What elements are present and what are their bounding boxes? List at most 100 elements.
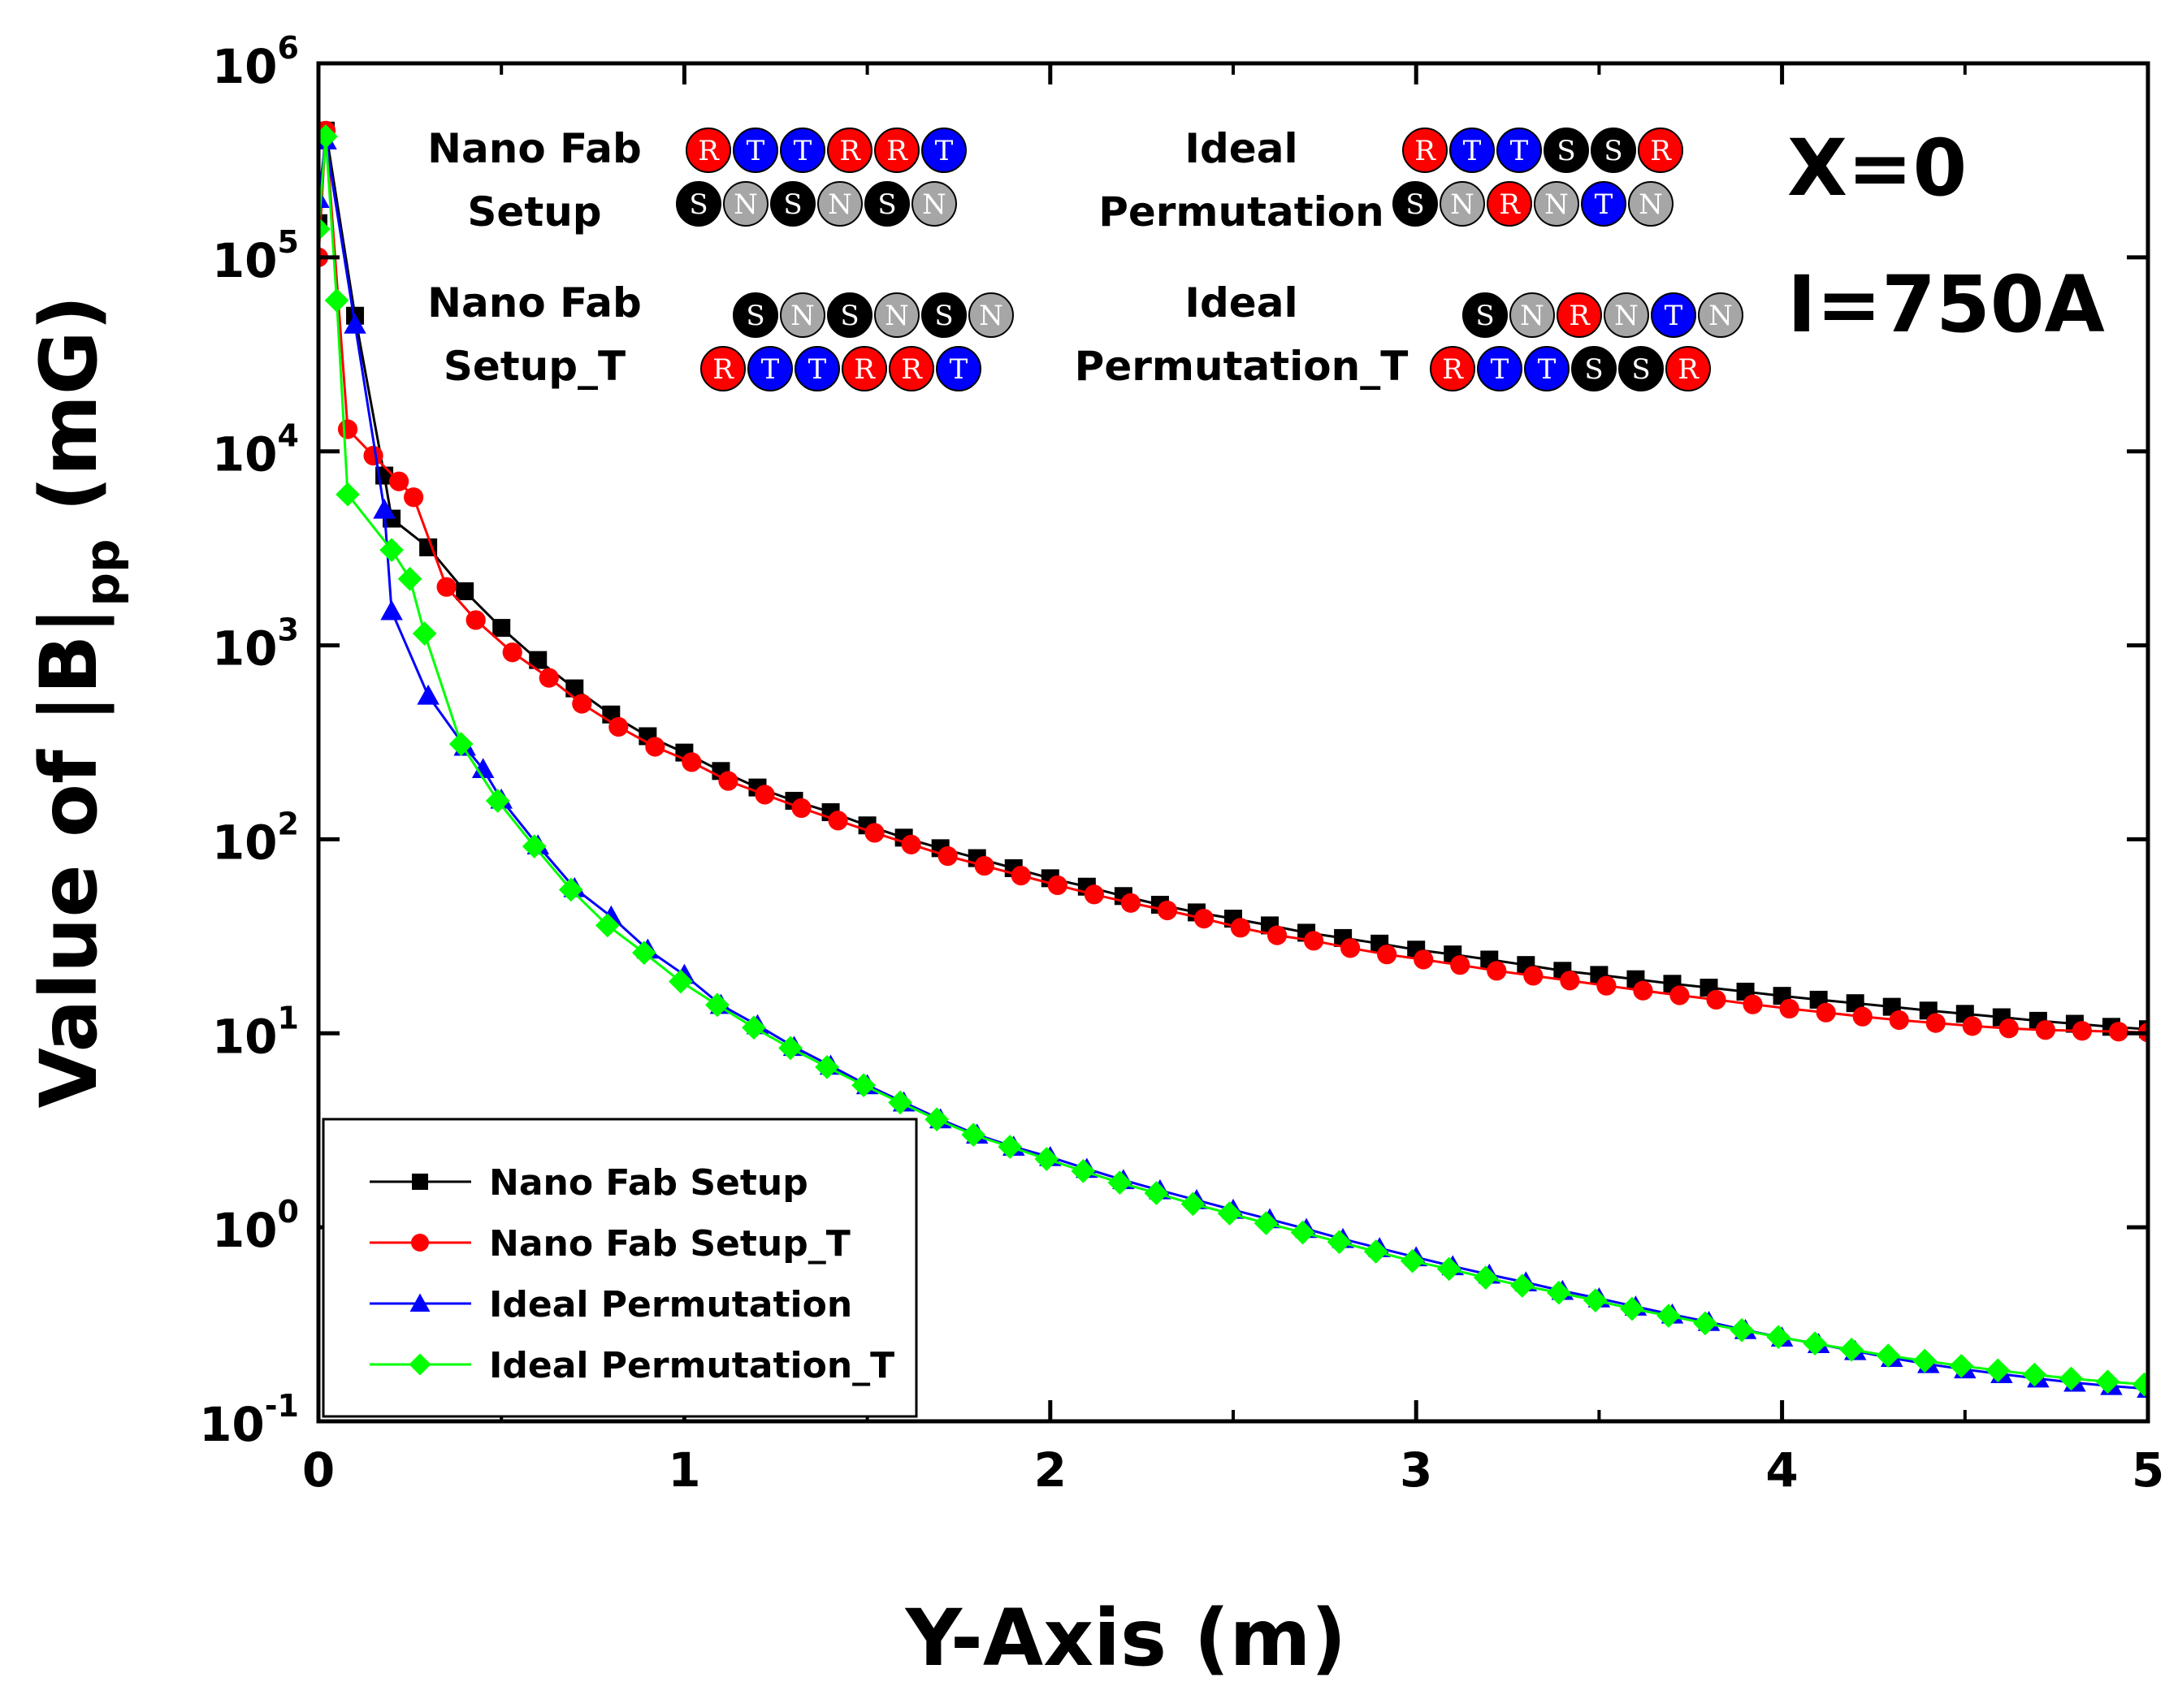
legend-marker — [411, 1234, 429, 1252]
conductor-ball: N — [1628, 181, 1674, 227]
data-point — [1803, 1331, 1827, 1356]
data-point — [608, 716, 629, 737]
data-point — [318, 124, 338, 149]
y-tick-exp: -1 — [265, 1388, 299, 1424]
conductor-circle — [1402, 128, 1448, 173]
y-axis-title-subscript: pp — [75, 538, 130, 606]
data-point — [595, 913, 620, 938]
data-point — [1473, 1265, 1498, 1291]
data-point — [1071, 1159, 1096, 1183]
data-point — [388, 471, 409, 491]
schematic-label: Ideal — [1184, 125, 1297, 172]
y-tick-base: 10 — [212, 621, 278, 677]
conductor-circle — [874, 292, 920, 338]
series-ideal-permutation-t — [318, 124, 2148, 1397]
legend-marker — [409, 1353, 431, 1376]
conductor-letter: N — [1614, 300, 1639, 332]
conductor-circle — [1628, 181, 1674, 227]
conductor-ball: S — [864, 181, 910, 227]
data-point — [380, 599, 403, 621]
data-point — [344, 313, 366, 334]
y-tick-exp: 1 — [278, 1000, 299, 1036]
data-point — [1852, 1006, 1873, 1027]
conductor-ball: T — [1581, 181, 1626, 227]
conductor-letter: T — [1491, 353, 1509, 386]
conductor-circle — [1557, 292, 1602, 338]
data-point — [901, 834, 921, 854]
data-point — [1656, 1304, 1681, 1328]
conductor-circle — [827, 292, 872, 338]
data-point — [2108, 1022, 2129, 1042]
conductor-letter: T — [808, 353, 827, 386]
data-point — [1620, 1296, 1644, 1321]
conductor-ball: R — [874, 128, 920, 173]
conductor-circle — [1591, 128, 1636, 173]
data-point — [485, 789, 510, 813]
y-axis-title-prefix: Value of |B| — [24, 607, 115, 1109]
data-point — [1400, 1248, 1425, 1273]
conductor-ball: R — [1487, 181, 1532, 227]
y-tick-base: 10 — [212, 1009, 278, 1064]
conductor-letter: S — [1584, 353, 1603, 386]
data-point — [1084, 884, 1104, 905]
data-point — [937, 845, 958, 867]
legend-entry: Ideal Permutation — [370, 1284, 852, 1325]
series-nano-fab-setup-t — [318, 120, 2148, 1043]
schematic-label: Permutation_T — [1075, 343, 1409, 390]
data-point — [1912, 1348, 1938, 1373]
data-point — [539, 668, 559, 688]
conductor-letter: N — [1450, 188, 1474, 221]
data-point — [1743, 994, 1763, 1014]
x-tick-label: 2 — [1034, 1442, 1067, 1498]
data-point — [1560, 971, 1580, 991]
conductor-letter: R — [886, 135, 908, 167]
conductor-circle — [780, 128, 825, 173]
conductor-circle — [1618, 346, 1664, 391]
conductor-letter: R — [1678, 353, 1700, 386]
conductor-circle — [770, 181, 816, 227]
data-point — [1303, 931, 1324, 951]
conductor-circle — [921, 128, 967, 173]
conductor-ball: S — [676, 181, 721, 227]
conductor-circle — [968, 292, 1014, 338]
data-point — [828, 811, 848, 831]
data-point — [465, 610, 486, 630]
y-tick-label: 105 — [212, 224, 299, 288]
conductor-letter: S — [689, 188, 708, 221]
conductor-ball: S — [770, 181, 816, 227]
data-point — [417, 684, 439, 705]
conductor-ball: S — [827, 292, 872, 338]
y-tick-base: 10 — [212, 233, 278, 288]
data-point — [924, 1107, 950, 1132]
conductor-ball: T — [1477, 346, 1522, 391]
conductor-letter: S — [1475, 300, 1494, 332]
data-point — [998, 1135, 1023, 1159]
x-tick-label: 4 — [1765, 1442, 1798, 1498]
data-point — [1889, 1010, 1909, 1031]
data-point — [2095, 1369, 2120, 1395]
data-point — [1779, 998, 1799, 1019]
data-point — [742, 1015, 766, 1040]
conductor-circle — [686, 128, 731, 173]
legend-marker — [409, 1293, 431, 1312]
data-point — [1583, 1288, 1608, 1312]
legend: Nano Fab Setup Nano Fab Setup_T Ideal Perm… — [322, 1118, 918, 1418]
conductor-ball: S — [1591, 128, 1636, 173]
conductor-circle — [1449, 128, 1495, 173]
conductor-ball: S — [921, 292, 967, 338]
conductor-circle — [827, 128, 872, 173]
conductor-ball: R — [1430, 346, 1475, 391]
data-point — [1217, 1201, 1242, 1226]
legend-label: Ideal Permutation — [489, 1284, 852, 1325]
data-point — [974, 855, 994, 876]
data-point — [1839, 1337, 1864, 1362]
data-point — [404, 487, 424, 508]
schematic-label: Nano Fab — [427, 279, 642, 326]
y-tick-exp: 0 — [278, 1194, 299, 1230]
data-point — [1107, 1170, 1132, 1195]
data-point — [2035, 1020, 2055, 1040]
conductor-ball: S — [1571, 346, 1617, 391]
conductor-letter: T — [794, 135, 812, 167]
schematic-label: Setup_T — [444, 343, 626, 390]
